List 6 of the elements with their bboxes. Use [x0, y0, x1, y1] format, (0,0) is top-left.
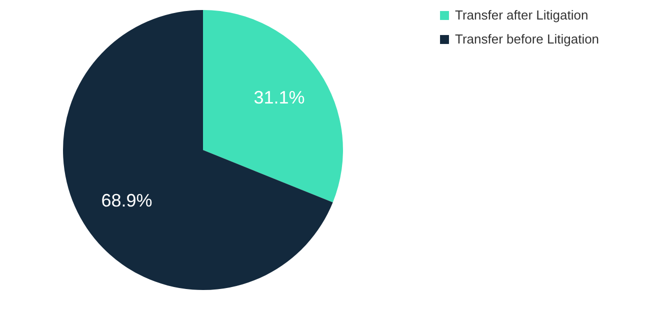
data-label: 68.9%: [101, 190, 152, 210]
legend-label: Transfer after Litigation: [455, 8, 588, 22]
data-label: 31.1%: [254, 88, 305, 108]
legend-label: Transfer before Litigation: [455, 32, 600, 46]
pie-slice: [203, 10, 343, 202]
pie-slice: [63, 10, 333, 290]
